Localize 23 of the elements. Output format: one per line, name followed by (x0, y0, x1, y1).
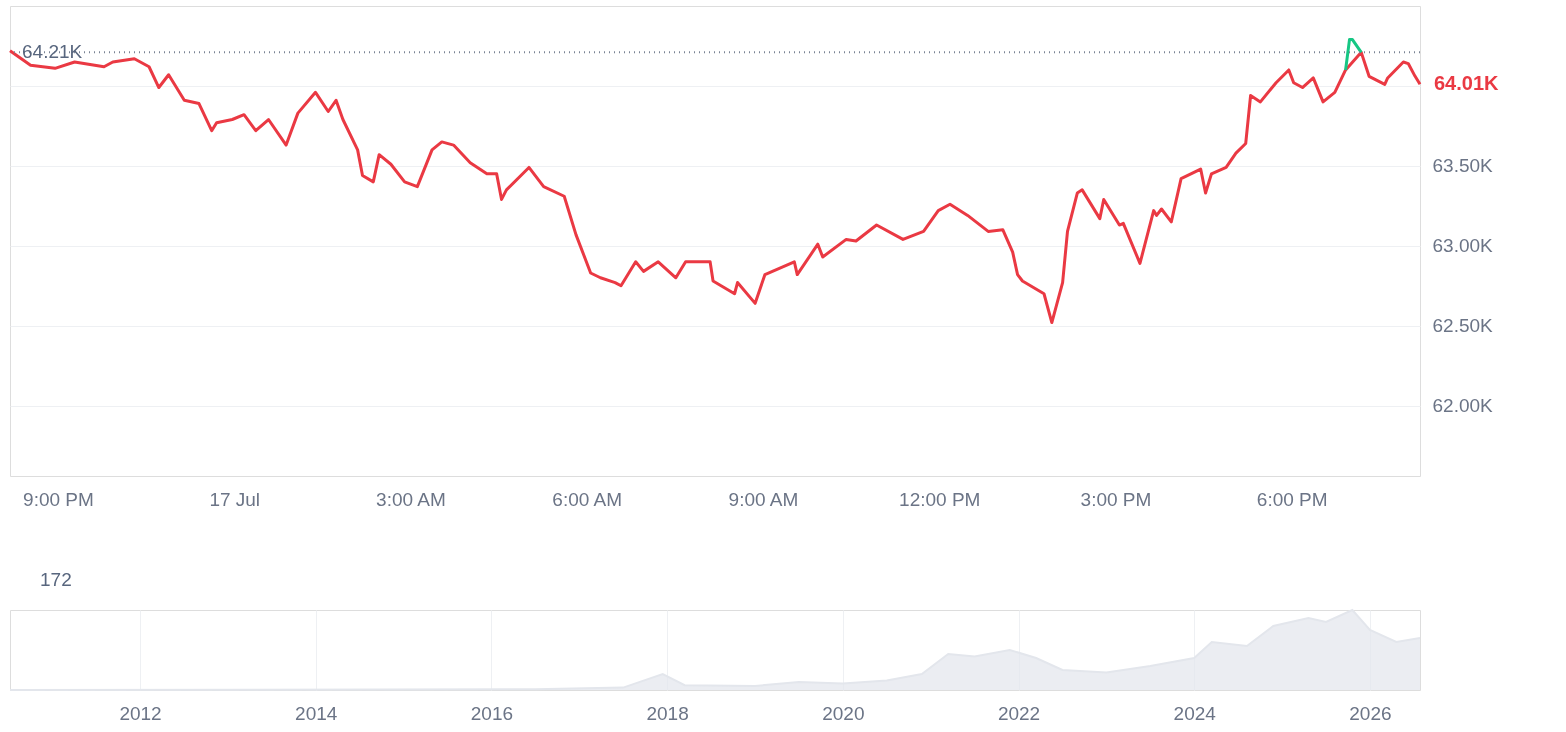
x-tick-label: 2020 (822, 702, 865, 724)
x-tick-label: 2024 (1173, 702, 1217, 724)
x-tick-label: 9:00 AM (728, 488, 799, 510)
x-tick-label: 3:00 AM (376, 488, 446, 510)
x-tick-label: 2012 (119, 702, 162, 724)
x-tick-label: 2026 (1349, 702, 1392, 724)
x-tick-label: 6:00 PM (1256, 488, 1328, 510)
x-tick-label: 6:00 AM (552, 488, 623, 510)
y-tick-label: 62.50K (1432, 315, 1494, 337)
y-tick-label: 63.50K (1432, 155, 1494, 177)
x-tick-label: 2016 (470, 702, 514, 724)
y-tick-label: 63.00K (1432, 235, 1494, 257)
x-tick-label: 3:00 PM (1080, 488, 1152, 510)
text: 172 (40, 569, 72, 590)
x-tick-label: 9:00 PM (23, 488, 94, 510)
y-tick-label: 62.00K (1432, 395, 1494, 417)
x-tick-label: 2014 (295, 702, 338, 724)
x-tick-label: 2018 (646, 702, 689, 724)
x-tick-label: 2022 (997, 702, 1041, 724)
x-tick-label: 17 Jul (209, 488, 261, 510)
x-tick-label: 12:00 PM (899, 488, 981, 510)
annotation: 64.01K (1434, 72, 1500, 95)
ref-line-label: 64.21K (22, 41, 83, 63)
